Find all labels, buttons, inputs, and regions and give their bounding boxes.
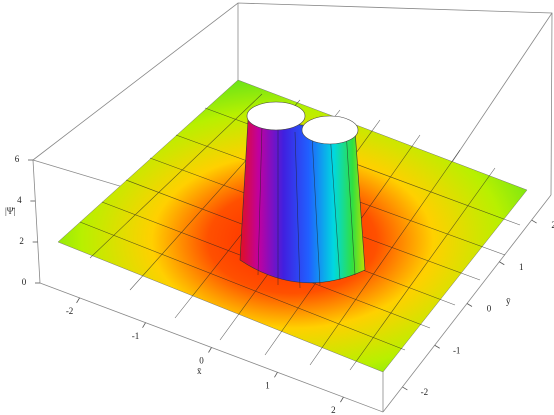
y-tick	[531, 219, 537, 224]
x-tick-label: -2	[66, 306, 74, 316]
y-tick-label: -1	[453, 345, 461, 355]
x-tick-label: 0	[199, 356, 204, 366]
x-tick-label: -1	[132, 331, 140, 341]
surface	[57, 79, 528, 373]
z-tick-label: 0	[22, 277, 27, 287]
y-tick-label: 0	[487, 304, 492, 314]
z-tick-label: 2	[19, 236, 24, 246]
x-tick-label: 1	[265, 380, 270, 390]
y-tick-label: 2	[551, 220, 554, 230]
y-tick	[434, 344, 440, 349]
z-axis-label: |Ψ̄|	[5, 206, 15, 216]
z-tick-label: 4	[17, 195, 22, 205]
x-axis-label: x̄	[197, 366, 202, 376]
x-tick	[208, 347, 212, 353]
y-tick-label: -2	[421, 387, 429, 397]
x-tick	[76, 297, 80, 304]
x-tick	[142, 322, 146, 328]
x-tick	[340, 396, 344, 403]
y-axis-label: ȳ	[506, 296, 511, 306]
y-tick-label: 1	[519, 262, 524, 272]
x-tick-label: 2	[331, 405, 336, 415]
y-tick	[499, 261, 505, 266]
y-tick	[402, 386, 408, 391]
y-tick	[466, 303, 473, 307]
z-tick-label: 6	[15, 154, 20, 164]
x-tick	[274, 372, 278, 378]
